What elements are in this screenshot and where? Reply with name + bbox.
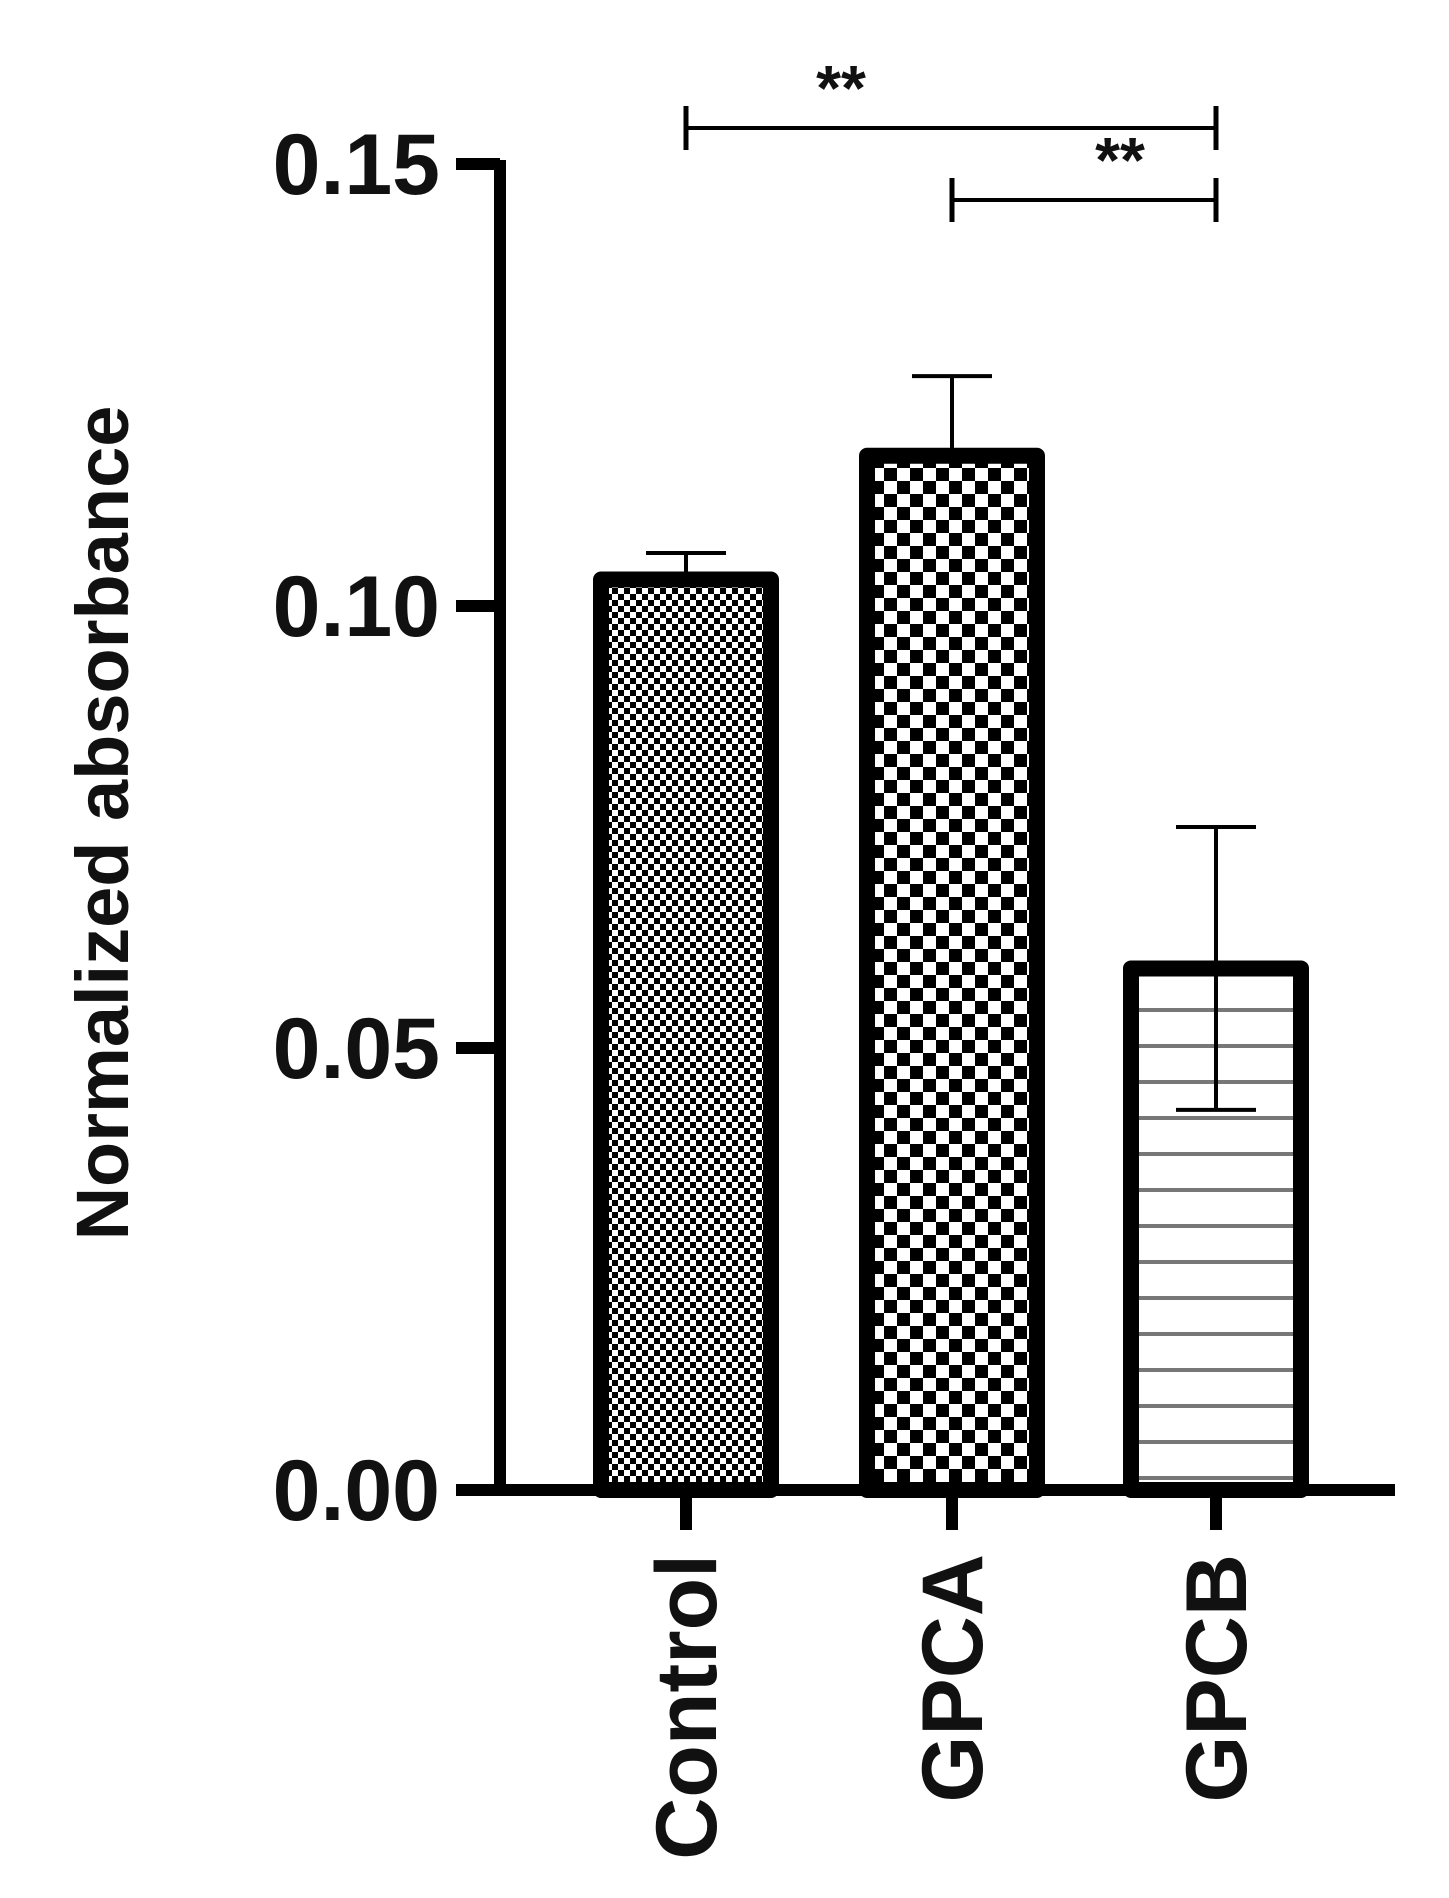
- significance-bracket: **: [683, 52, 1219, 150]
- bar-control: [593, 571, 779, 1498]
- y-axis-label: Normalized absorbance: [61, 406, 144, 1241]
- x-tick-label-gpcb: GPCB: [1169, 1554, 1265, 1802]
- error-bar-gpca: [912, 374, 992, 456]
- y-axis-ticks: 0.00 0.05 0.10 0.15: [273, 117, 500, 1539]
- significance-label: **: [816, 52, 866, 124]
- error-bars: [646, 374, 1256, 1112]
- y-tick-label: 0.05: [273, 1001, 440, 1097]
- x-axis-ticks: Control GPCA GPCB: [639, 1490, 1265, 1860]
- bar-gpca: [859, 447, 1045, 1499]
- y-tick-label: 0.00: [273, 1443, 440, 1539]
- significance-bracket: **: [949, 124, 1219, 222]
- error-bar-gpcb: [1176, 825, 1256, 1112]
- y-tick-label: 0.10: [273, 559, 440, 655]
- x-tick-label-gpca: GPCA: [905, 1554, 1001, 1802]
- significance-label: **: [1095, 124, 1145, 196]
- significance-brackets: ** **: [683, 52, 1219, 222]
- error-bar-control: [646, 550, 726, 580]
- bars: [593, 447, 1309, 1499]
- y-tick-label: 0.15: [273, 117, 440, 213]
- x-tick-label-control: Control: [639, 1554, 735, 1860]
